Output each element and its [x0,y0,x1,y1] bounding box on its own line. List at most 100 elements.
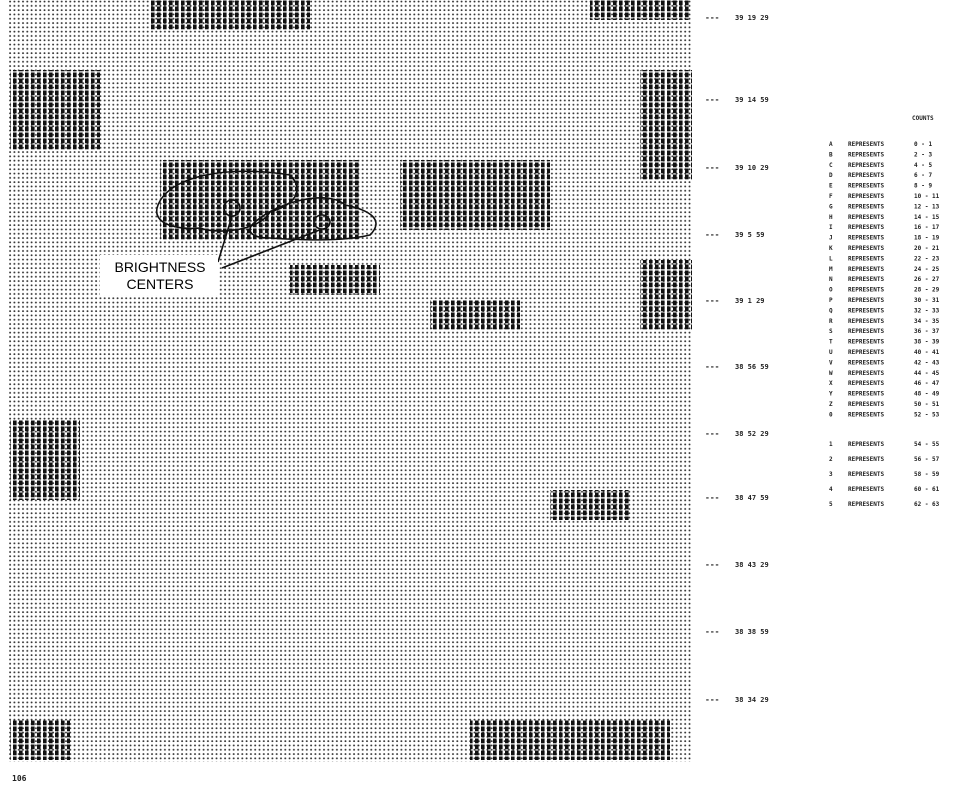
legend-symbol: A [829,141,833,148]
legend-symbol: H [829,214,833,221]
row-marker: --- [705,163,719,172]
legend-symbol: P [829,297,833,304]
legend-range: 54 - 55 [914,441,940,448]
legend-verb: REPRESENTS [848,318,885,325]
legend-range: 0 - 1 [914,141,932,148]
latitude-label: 39 14 59 [735,96,769,104]
legend-verb: REPRESENTS [848,401,885,408]
legend-symbol: R [829,318,833,325]
legend-range: 8 - 9 [914,183,932,190]
row-marker: --- [705,296,719,305]
legend-symbol: G [829,203,833,210]
legend-range: 62 - 63 [914,501,940,508]
legend-verb: REPRESENTS [848,380,885,387]
legend-symbol: 1 [829,441,833,448]
latitude-label: 38 34 29 [735,696,769,704]
legend-verb: REPRESENTS [848,359,885,366]
legend-verb: REPRESENTS [848,349,885,356]
legend-symbol: L [829,255,833,262]
legend-range: 10 - 11 [914,193,940,200]
legend-verb: REPRESENTS [848,391,885,398]
legend-verb: REPRESENTS [848,411,885,418]
legend-verb: REPRESENTS [848,255,885,262]
legend-verb: REPRESENTS [848,245,885,252]
row-marker: --- [705,230,719,239]
legend-symbol: 0 [829,411,833,418]
row-marker: --- [705,695,719,704]
row-marker: --- [705,560,719,569]
legend-symbol: E [829,183,833,190]
annotation-line: CENTERS [127,276,194,292]
legend-range: 12 - 13 [914,203,940,210]
latitude-label: 39 5 59 [735,231,765,239]
row-marker: --- [705,95,719,104]
legend-symbol: S [829,328,833,335]
legend-verb: REPRESENTS [848,203,885,210]
legend-verb: REPRESENTS [848,471,885,478]
legend-symbol: J [829,235,833,242]
legend-range: 6 - 7 [914,172,932,179]
legend-verb: REPRESENTS [848,486,885,493]
legend-symbol: B [829,151,833,158]
legend-symbol: T [829,339,833,346]
latitude-label: 39 1 29 [735,297,765,305]
legend-verb: REPRESENTS [848,307,885,314]
dot-grid [8,0,692,762]
legend-verb: REPRESENTS [848,151,885,158]
legend-symbol: N [829,276,833,283]
legend-range: 40 - 41 [914,349,940,356]
legend-range: 32 - 33 [914,307,940,314]
legend-verb: REPRESENTS [848,183,885,190]
legend-range: 30 - 31 [914,297,940,304]
legend-range: 44 - 45 [914,370,940,377]
legend-symbol: X [829,380,833,387]
legend-symbol: M [829,266,833,273]
legend-verb: REPRESENTS [848,287,885,294]
legend-range: 58 - 59 [914,471,940,478]
legend-range: 22 - 23 [914,255,940,262]
legend-range: 24 - 25 [914,266,940,273]
legend-range: 36 - 37 [914,328,940,335]
legend-range: 4 - 5 [914,162,932,169]
legend-verb: REPRESENTS [848,193,885,200]
legend-range: 50 - 51 [914,401,940,408]
legend-range: 2 - 3 [914,151,932,158]
latitude-label: 38 38 59 [735,628,769,636]
legend-verb: REPRESENTS [848,266,885,273]
latitude-label: 38 52 29 [735,430,769,438]
legend-verb: REPRESENTS [848,501,885,508]
legend-symbol: Z [829,401,833,408]
legend-symbol: U [829,349,833,356]
legend-verb: REPRESENTS [848,456,885,463]
legend-range: 60 - 61 [914,486,940,493]
legend-symbol: 4 [829,486,833,493]
legend-range: 38 - 39 [914,339,940,346]
legend-verb: REPRESENTS [848,172,885,179]
page: BRIGHTNESSCENTERS 106 COUNTS ---39 19 29… [0,0,960,789]
printout: BRIGHTNESSCENTERS 106 COUNTS ---39 19 29… [0,0,960,789]
row-marker: --- [705,362,719,371]
legend-symbol: F [829,193,833,200]
latitude-label: 38 47 59 [735,494,769,502]
legend-verb: REPRESENTS [848,339,885,346]
row-marker: --- [705,13,719,22]
footer-label: 106 [12,774,27,783]
legend-range: 42 - 43 [914,359,940,366]
annotation-line: BRIGHTNESS [114,259,205,275]
legend-symbol: W [829,370,833,377]
legend-verb: REPRESENTS [848,276,885,283]
legend-verb: REPRESENTS [848,162,885,169]
legend-verb: REPRESENTS [848,328,885,335]
legend-heading: COUNTS [912,115,934,122]
legend-verb: REPRESENTS [848,141,885,148]
legend-symbol: D [829,172,833,179]
legend-symbol: K [829,245,833,252]
legend-range: 48 - 49 [914,391,940,398]
legend-symbol: C [829,162,833,169]
legend-symbol: V [829,359,833,366]
latitude-label: 38 43 29 [735,561,769,569]
legend-range: 46 - 47 [914,380,940,387]
legend-range: 18 - 19 [914,235,940,242]
legend-symbol: 3 [829,471,833,478]
